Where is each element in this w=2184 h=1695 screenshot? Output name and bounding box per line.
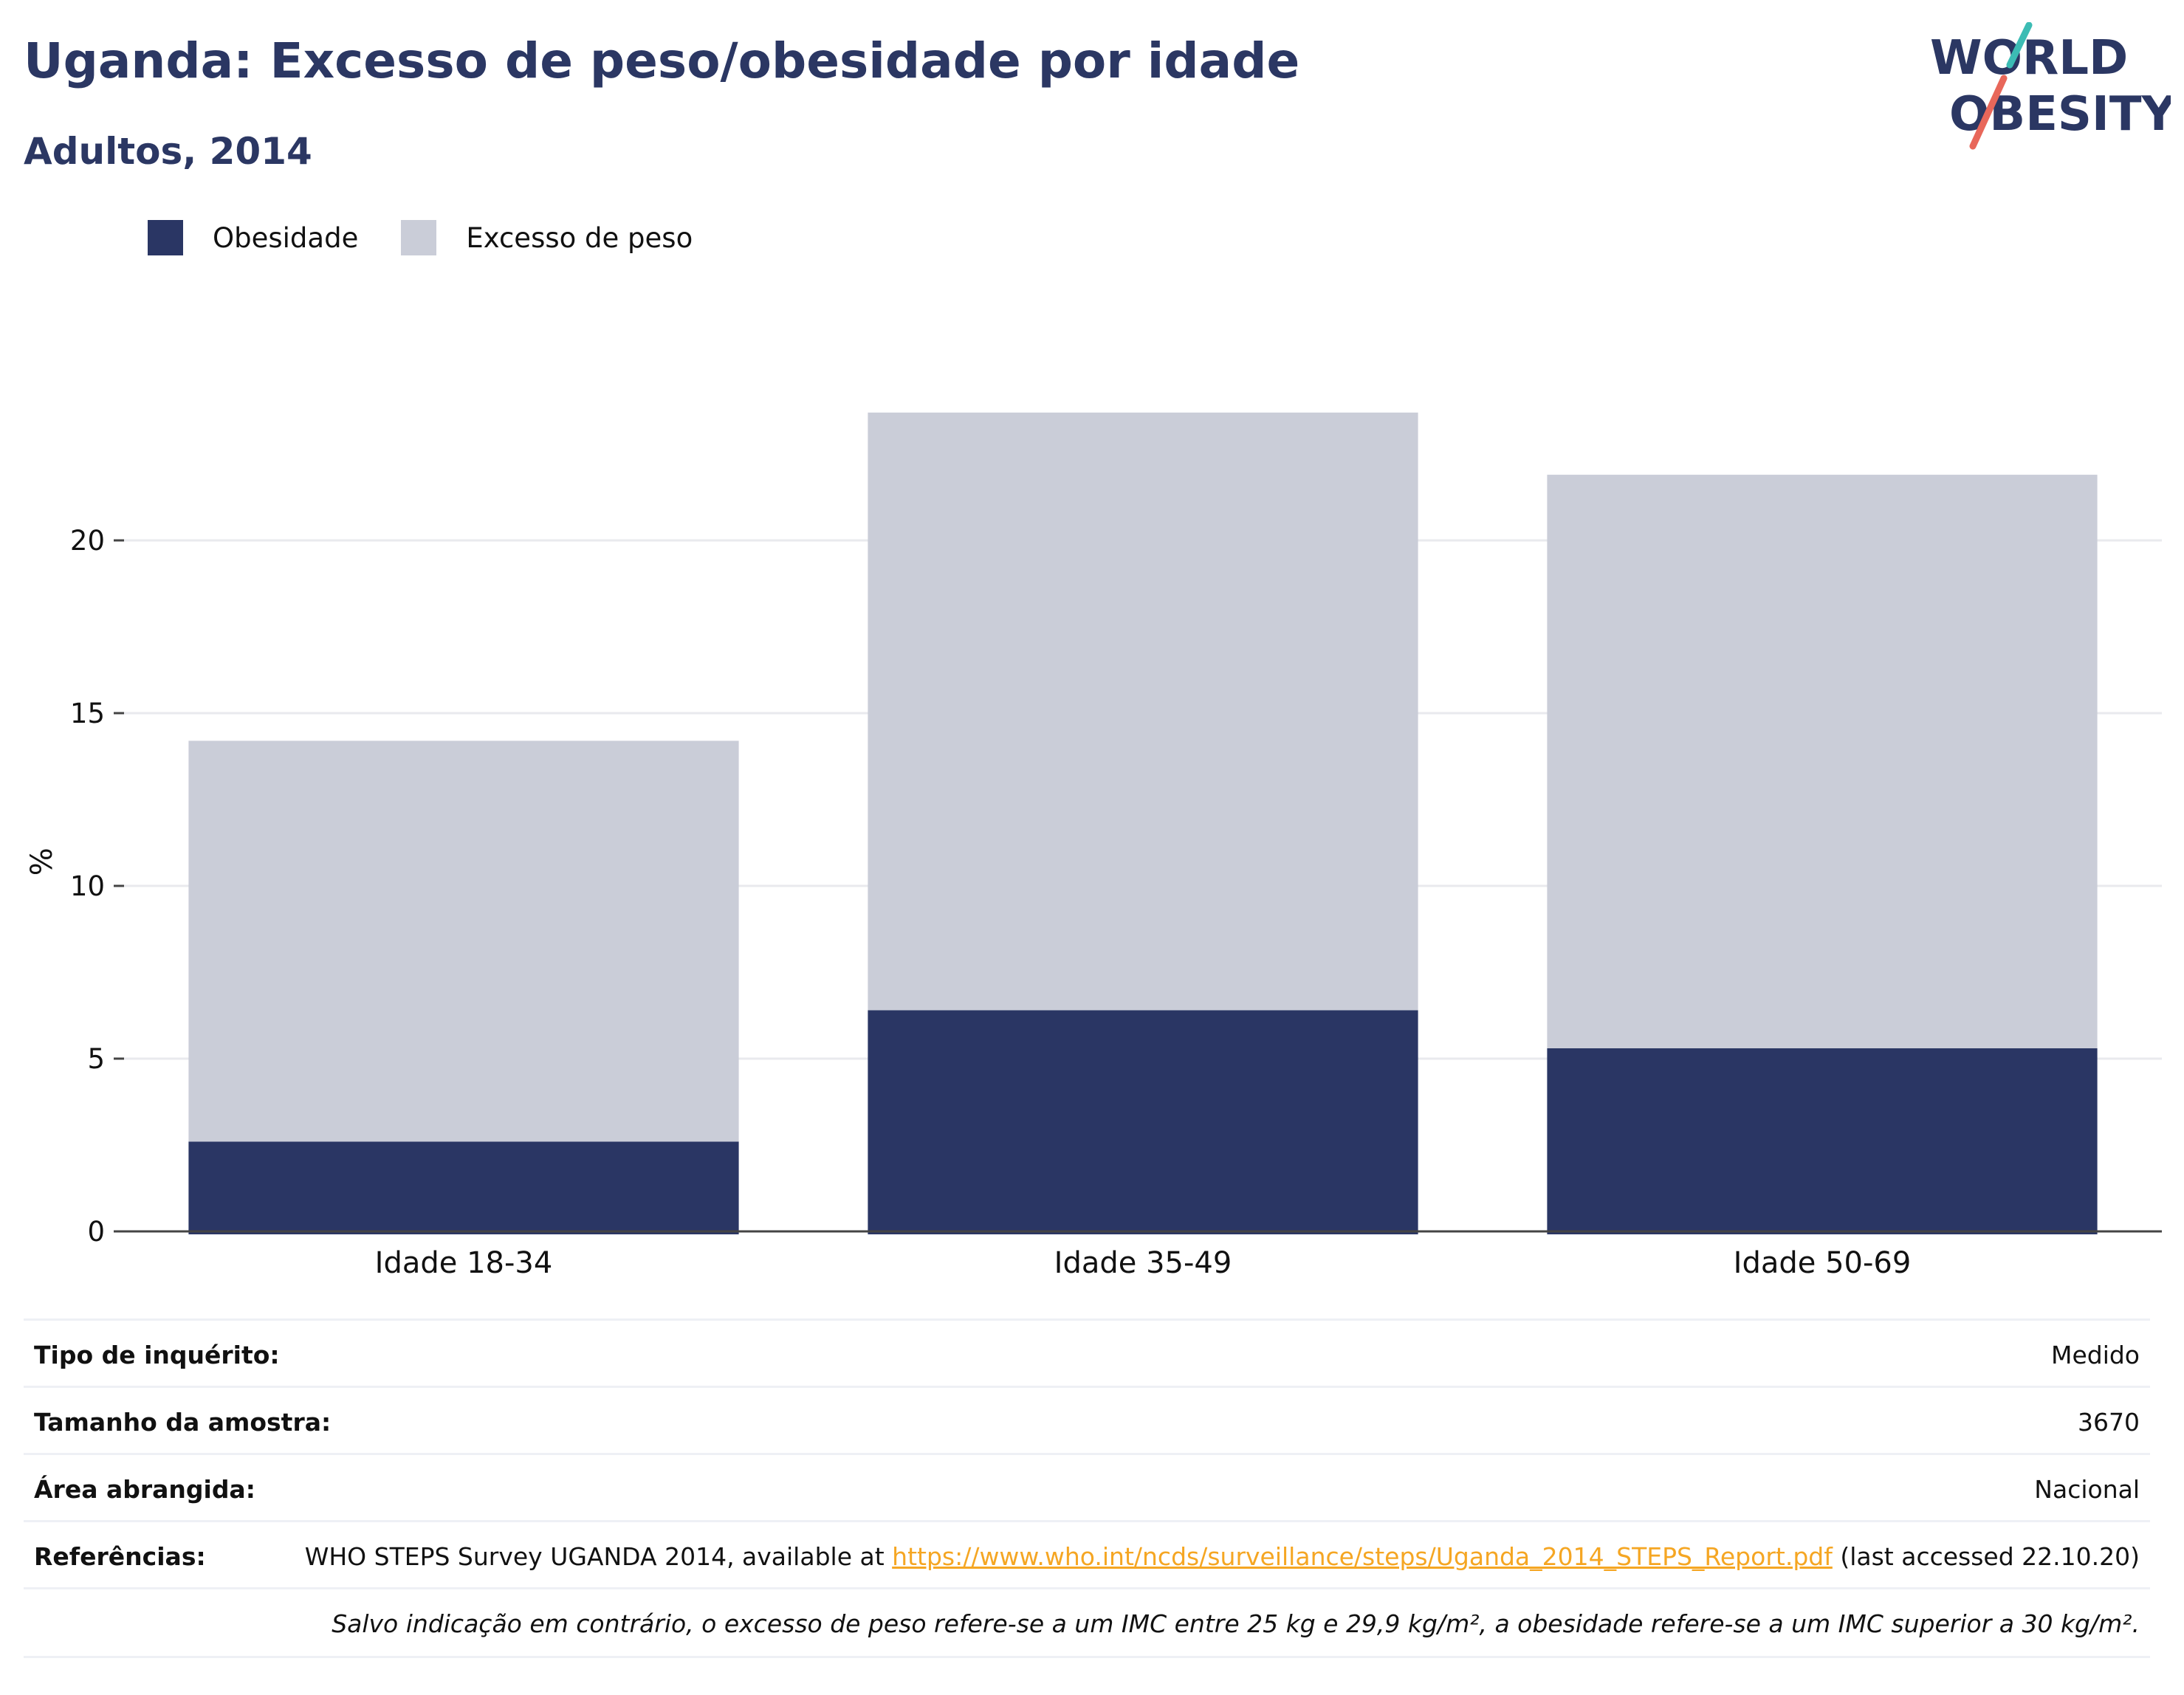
bar-overweight-2 xyxy=(868,412,1418,1011)
chart-legend: Obesidade Excesso de peso xyxy=(148,220,735,255)
references-label: Referências: xyxy=(34,1542,206,1571)
area-value: Nacional xyxy=(2034,1475,2140,1504)
y-tick-label-15: 15 xyxy=(70,698,105,729)
legend-label-obesity: Obesidade xyxy=(213,221,359,254)
legend-swatch-overweight xyxy=(401,220,437,255)
x-tick-label-2: Idade 35-49 xyxy=(1054,1246,1232,1280)
info-row-area: Área abrangida: Nacional xyxy=(24,1453,2150,1520)
survey-info-table: Tipo de inquérito: Medido Tamanho da amo… xyxy=(24,1318,2150,1658)
y-axis-title: % xyxy=(25,848,59,876)
definition-note: Salvo indicação em contrário, o excesso … xyxy=(24,1587,2150,1658)
survey-type-value: Medido xyxy=(2050,1341,2140,1369)
x-tick-label-3: Idade 50-69 xyxy=(1734,1246,1912,1280)
page-subtitle: Adultos, 2014 xyxy=(24,130,312,173)
survey-type-label: Tipo de inquérito: xyxy=(34,1341,280,1369)
legend-label-overweight: Excesso de peso xyxy=(466,221,693,254)
bars xyxy=(188,412,2098,1234)
references-value: WHO STEPS Survey UGANDA 2014, available … xyxy=(305,1541,2140,1572)
bar-overweight-3 xyxy=(1547,475,2098,1048)
area-label: Área abrangida: xyxy=(34,1475,255,1504)
axes: 0 5 10 15 20% Idade 18-34 Idade 35-49 Idade 50-… xyxy=(25,525,2162,1280)
y-tick-label-0: 0 xyxy=(87,1216,105,1248)
info-row-references: Referências: WHO STEPS Survey UGANDA 201… xyxy=(24,1520,2150,1587)
y-tick-label-5: 5 xyxy=(87,1043,105,1075)
bar-obesity-1 xyxy=(188,1141,739,1234)
legend-item-obesity[interactable]: Obesidade xyxy=(148,220,358,255)
references-access-date: (last accessed 22.10.20) xyxy=(1840,1542,2140,1571)
legend-swatch-obesity xyxy=(148,220,183,255)
bar-obesity-2 xyxy=(868,1010,1418,1234)
y-tick-label-10: 10 xyxy=(70,870,105,902)
sample-size-value: 3670 xyxy=(2078,1408,2140,1437)
legend-item-overweight[interactable]: Excesso de peso xyxy=(401,220,693,255)
references-text: WHO STEPS Survey UGANDA 2014, available … xyxy=(304,1542,885,1571)
world-obesity-logo: WORLD OBESITY xyxy=(1930,22,2171,150)
y-tick-label-20: 20 xyxy=(70,525,105,557)
x-tick-label-1: Idade 18-34 xyxy=(375,1246,553,1280)
bar-overweight-1 xyxy=(188,740,739,1142)
info-row-sample-size: Tamanho da amostra: 3670 xyxy=(24,1386,2150,1453)
info-row-survey-type: Tipo de inquérito: Medido xyxy=(24,1318,2150,1386)
references-link[interactable]: https://www.who.int/ncds/surveillance/st… xyxy=(892,1542,1833,1571)
logo-word-world: WORLD xyxy=(1930,31,2128,86)
page-title: Uganda: Excesso de peso/obesidade por id… xyxy=(24,32,1300,89)
bar-obesity-3 xyxy=(1547,1048,2098,1234)
sample-size-label: Tamanho da amostra: xyxy=(34,1408,332,1437)
bar-chart: 0 5 10 15 20% Idade 18-34 Idade 35-49 Idade 50-… xyxy=(25,412,2162,1280)
